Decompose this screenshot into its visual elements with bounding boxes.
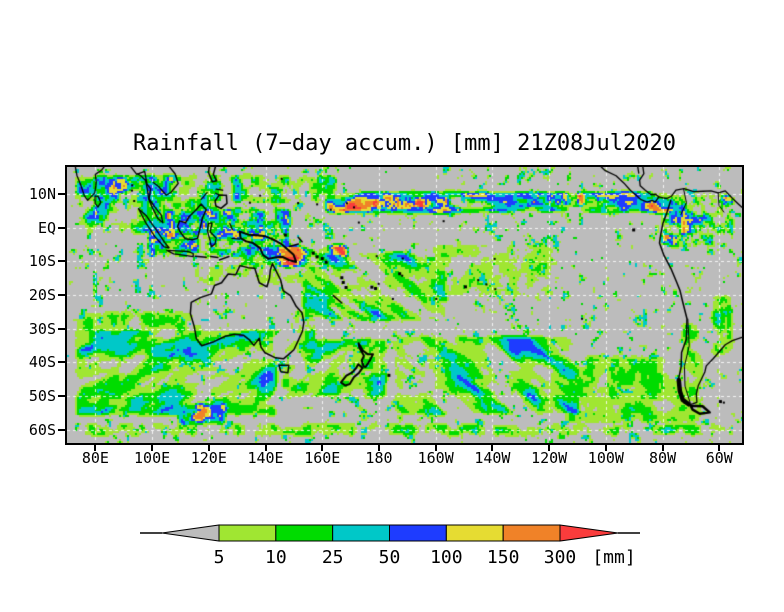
lon-tick-mark <box>377 445 380 451</box>
colorbar-segment <box>389 524 447 542</box>
lon-tick-mark <box>151 445 154 451</box>
lon-tick-label: 120W <box>531 449 568 467</box>
lon-tick-label: 160W <box>417 449 454 467</box>
lat-tick-label: 30S <box>28 319 56 338</box>
lat-tick-label: 20S <box>28 285 56 304</box>
lat-tick-mark <box>58 293 65 296</box>
chart-title: Rainfall (7−day accum.) [mm] 21Z08Jul202… <box>132 131 677 156</box>
lon-tick-mark <box>207 445 210 451</box>
lon-tick-mark <box>718 445 721 451</box>
map-frame <box>65 165 744 445</box>
rainfall-map-canvas <box>67 167 742 443</box>
colorbar-segment <box>218 524 277 542</box>
colorbar-segment <box>502 524 561 542</box>
lon-tick-label: 120E <box>190 449 227 467</box>
lon-tick-mark <box>661 445 664 451</box>
colorbar-segment <box>275 524 334 542</box>
lon-tick-mark <box>321 445 324 451</box>
colorbar-units-label: [mm] <box>592 547 635 568</box>
colorbar-segment <box>332 524 390 542</box>
lon-tick-mark <box>434 445 437 451</box>
colorbar-segment <box>445 524 504 542</box>
lat-tick-label: 50S <box>28 386 56 405</box>
lat-tick-label: 10S <box>28 252 56 271</box>
colorbar-tick-label: 5 <box>214 547 225 568</box>
lon-tick-label: 140W <box>474 449 511 467</box>
lon-tick-mark <box>264 445 267 451</box>
lat-tick-label: EQ <box>37 218 56 237</box>
lon-tick-label: 100W <box>587 449 624 467</box>
lat-tick-mark <box>58 428 65 431</box>
lat-tick-mark <box>58 260 65 263</box>
lon-tick-label: 60W <box>705 449 733 467</box>
lat-tick-label: 60S <box>28 420 56 439</box>
colorbar-tick-label: 50 <box>379 547 401 568</box>
lon-tick-label: 100E <box>134 449 171 467</box>
lat-tick-mark <box>58 327 65 330</box>
lat-tick-mark <box>58 192 65 195</box>
lat-tick-label: 10N <box>28 184 56 203</box>
lon-tick-mark <box>94 445 97 451</box>
lon-tick-label: 180 <box>365 449 393 467</box>
colorbar-arrow-high <box>559 524 619 542</box>
lon-tick-label: 80E <box>81 449 109 467</box>
colorbar: 5 10 25 50 100 150 300 [mm] <box>140 524 640 568</box>
lat-tick-mark <box>58 226 65 229</box>
colorbar-tick-label: 100 <box>430 547 463 568</box>
colorbar-tick-label: 300 <box>544 547 577 568</box>
colorbar-arrow-low <box>161 524 220 542</box>
lon-tick-label: 160E <box>304 449 341 467</box>
lat-tick-mark <box>58 394 65 397</box>
lat-tick-label: 40S <box>28 353 56 372</box>
colorbar-tick-label: 150 <box>487 547 520 568</box>
lon-tick-label: 140E <box>247 449 284 467</box>
colorbar-tick-label: 25 <box>322 547 344 568</box>
colorbar-tick-label: 10 <box>265 547 287 568</box>
lon-tick-mark <box>604 445 607 451</box>
lon-tick-mark <box>548 445 551 451</box>
lat-tick-mark <box>58 361 65 364</box>
lon-tick-label: 80W <box>649 449 677 467</box>
lon-tick-mark <box>491 445 494 451</box>
